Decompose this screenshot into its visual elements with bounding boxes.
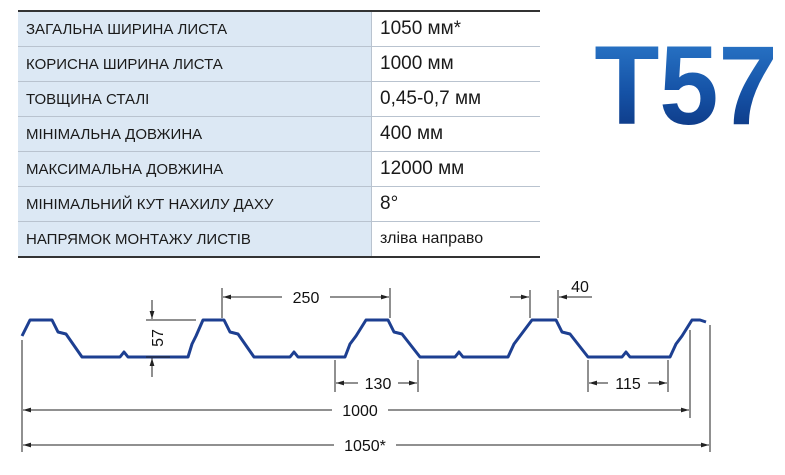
spec-value: 0,45-0,7 мм xyxy=(371,81,540,117)
spec-label: НАПРЯМОК МОНТАЖУ ЛИСТІВ xyxy=(18,221,372,258)
spec-value: 8° xyxy=(371,186,540,222)
spec-value: зліва направо xyxy=(371,221,540,258)
dim-label: 115 xyxy=(615,376,641,393)
spec-label: МІНІМАЛЬНИЙ КУТ НАХИЛУ ДАХУ xyxy=(18,186,372,222)
dim-label: 40 xyxy=(571,279,589,296)
spec-label: МАКСИМАЛЬНА ДОВЖИНА xyxy=(18,151,372,187)
spec-row: МІНІМАЛЬНИЙ КУТ НАХИЛУ ДАХУ 8° xyxy=(18,186,540,222)
logo: T57 xyxy=(594,24,777,149)
spec-row: КОРИСНА ШИРИНА ЛИСТА 1000 мм xyxy=(18,46,540,82)
dim-label: 1050* xyxy=(344,438,386,455)
dim-label: 250 xyxy=(293,290,320,307)
dim-label: 130 xyxy=(365,376,392,393)
dim-label: 57 xyxy=(150,329,167,347)
spec-row: ЗАГАЛЬНА ШИРИНА ЛИСТА 1050 мм* xyxy=(18,10,540,47)
spec-row: МІНІМАЛЬНА ДОВЖИНА 400 мм xyxy=(18,116,540,152)
spec-label: МІНІМАЛЬНА ДОВЖИНА xyxy=(18,116,372,152)
spec-label: ЗАГАЛЬНА ШИРИНА ЛИСТА xyxy=(18,10,372,47)
spec-value: 1000 мм xyxy=(371,46,540,82)
spec-label: КОРИСНА ШИРИНА ЛИСТА xyxy=(18,46,372,82)
spec-row: НАПРЯМОК МОНТАЖУ ЛИСТІВ зліва направо xyxy=(18,221,540,258)
spec-value: 400 мм xyxy=(371,116,540,152)
spec-table: ЗАГАЛЬНА ШИРИНА ЛИСТА 1050 мм* КОРИСНА ШИ… xyxy=(18,10,540,258)
spec-row: МАКСИМАЛЬНА ДОВЖИНА 12000 мм xyxy=(18,151,540,187)
dimension-lines xyxy=(21,288,711,452)
spec-value: 12000 мм xyxy=(371,151,540,187)
spec-value: 1050 мм* xyxy=(371,10,540,47)
dim-label: 1000 xyxy=(342,403,378,420)
profile xyxy=(20,318,707,359)
